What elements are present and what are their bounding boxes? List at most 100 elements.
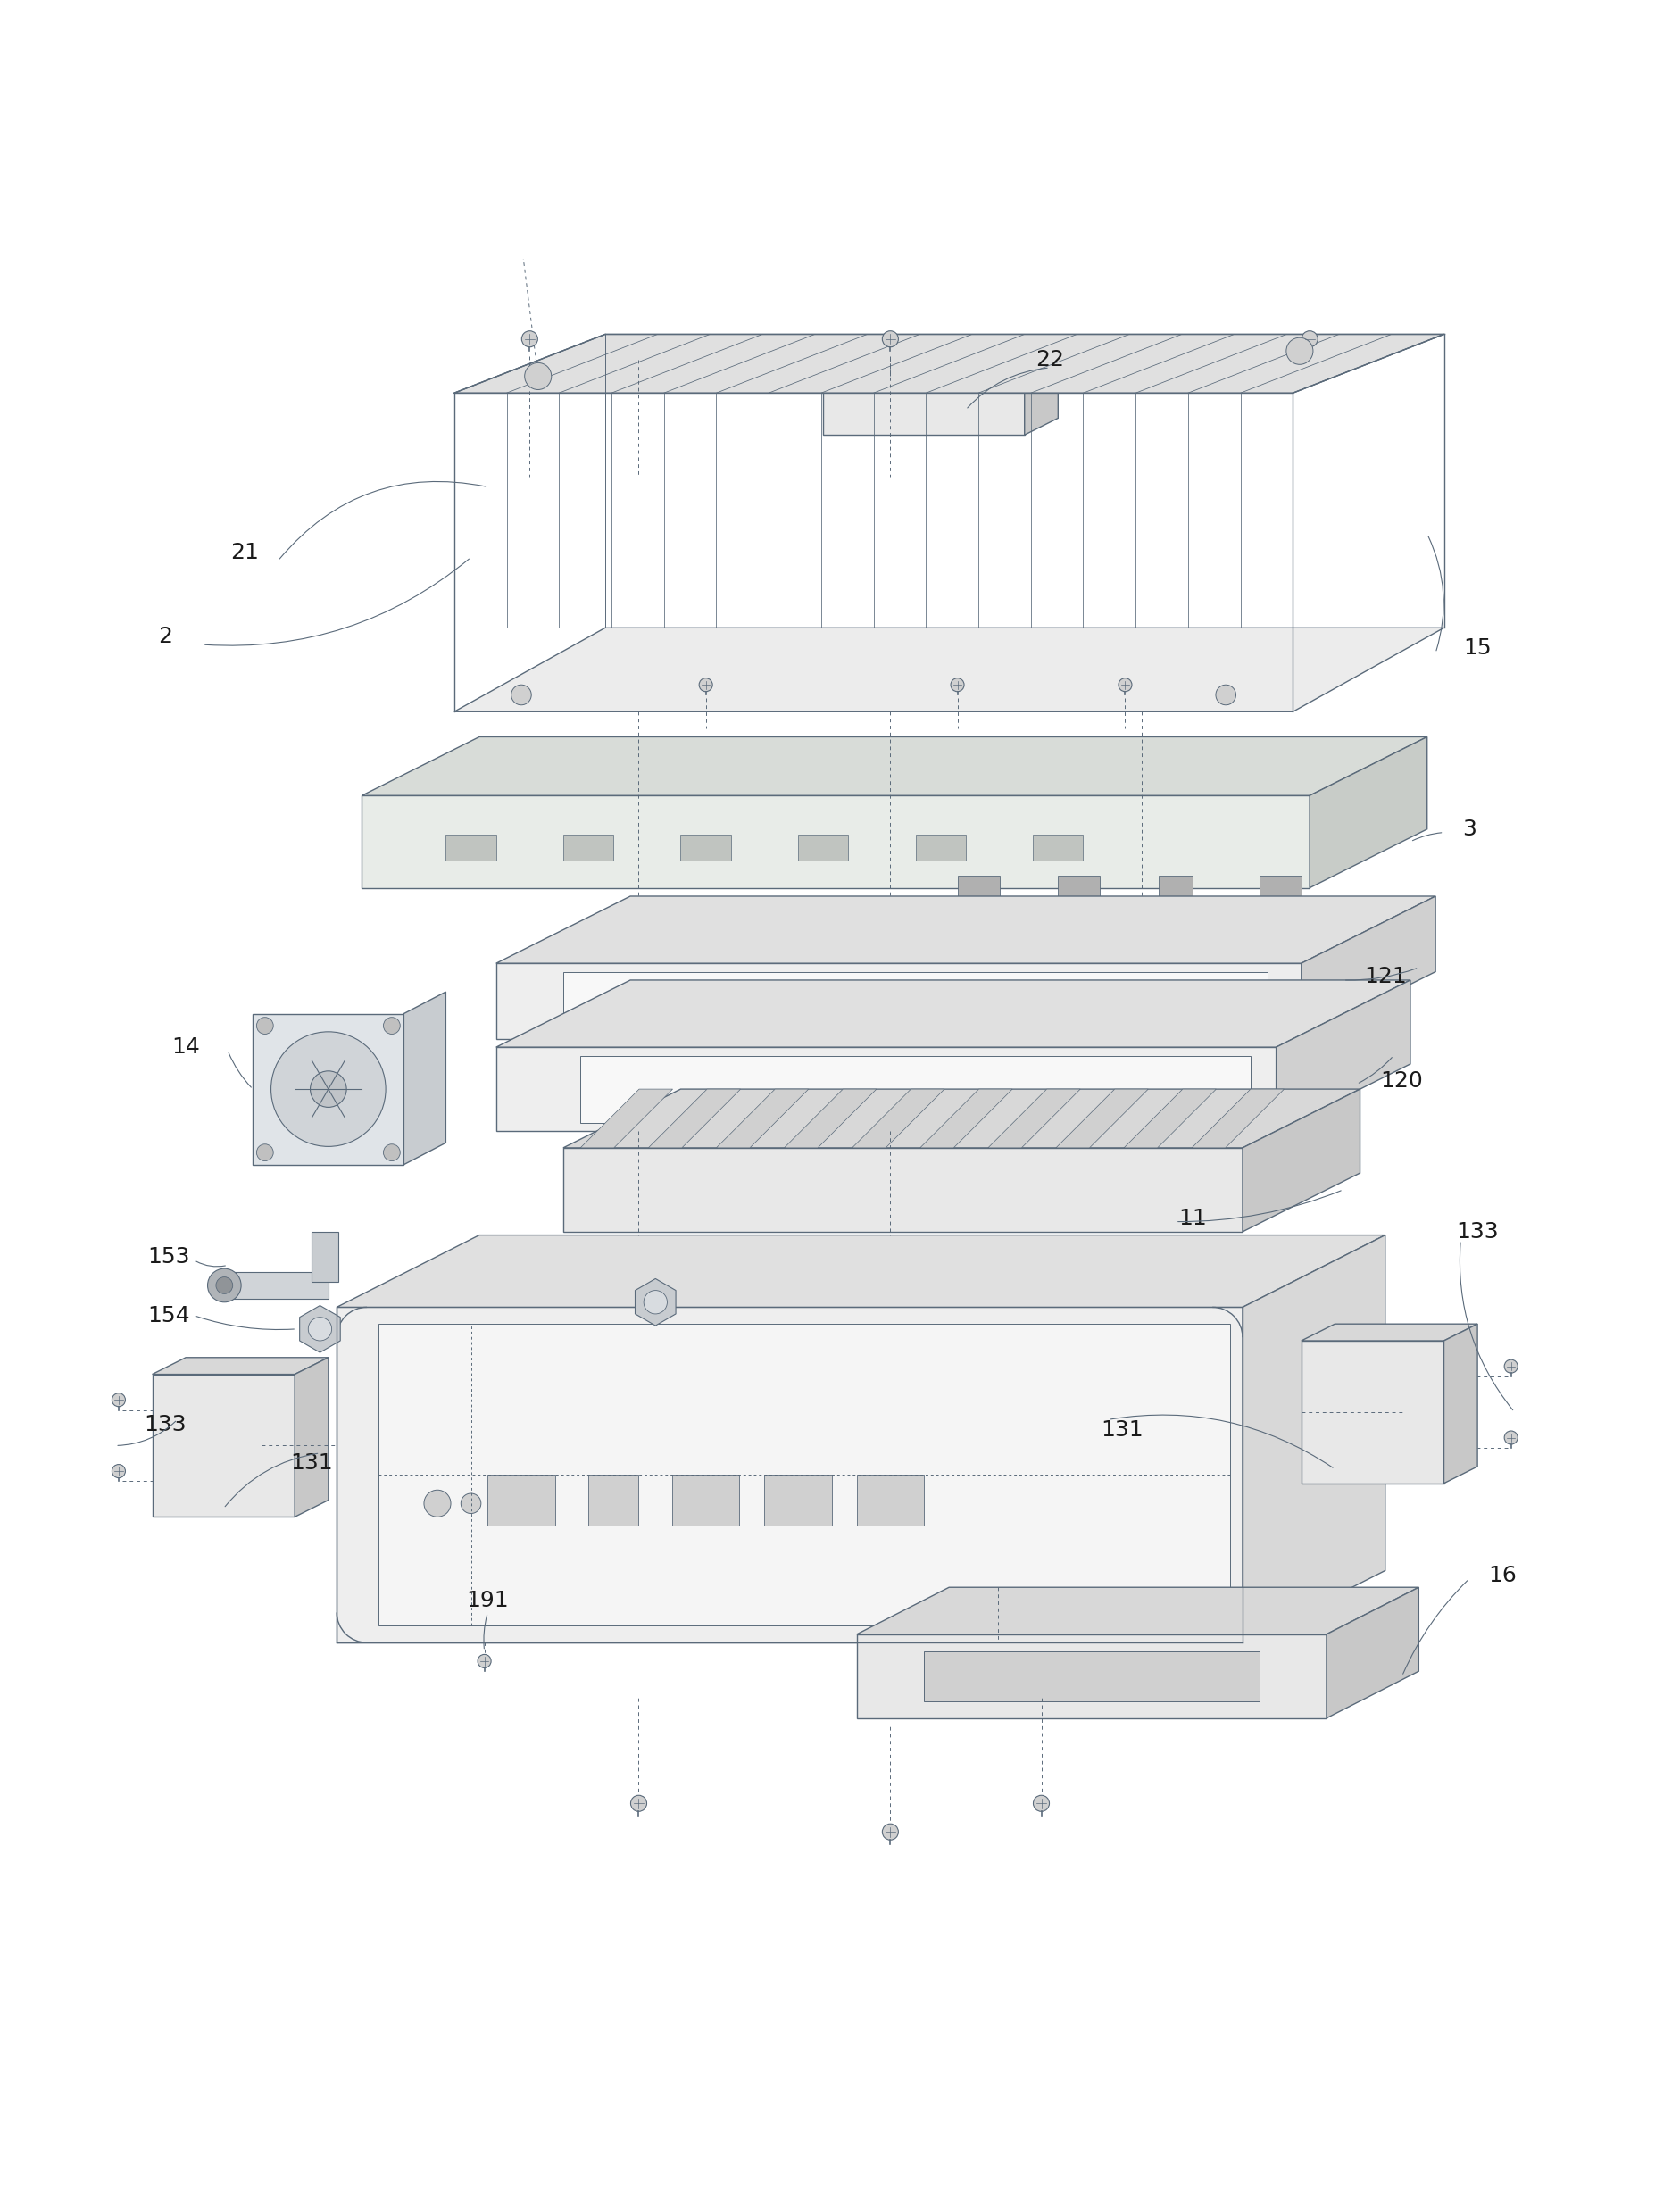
Circle shape: [951, 678, 964, 691]
Circle shape: [257, 1144, 274, 1161]
Circle shape: [1287, 338, 1314, 364]
Text: 131: 131: [291, 1453, 333, 1473]
Polygon shape: [988, 1089, 1080, 1148]
Bar: [311, 1231, 338, 1282]
Polygon shape: [496, 896, 1435, 964]
Circle shape: [1216, 685, 1236, 705]
Polygon shape: [1302, 896, 1435, 1038]
Polygon shape: [403, 992, 445, 1166]
Polygon shape: [857, 1635, 1327, 1719]
Polygon shape: [563, 1148, 1243, 1231]
Bar: [588, 1475, 638, 1526]
Circle shape: [1504, 1359, 1517, 1374]
Polygon shape: [361, 738, 1426, 795]
Polygon shape: [336, 1308, 1243, 1642]
Bar: [220, 1271, 328, 1299]
Polygon shape: [1159, 876, 1193, 902]
Polygon shape: [1057, 1089, 1147, 1148]
Bar: [445, 834, 496, 860]
Polygon shape: [496, 964, 1302, 1038]
Circle shape: [208, 1269, 242, 1302]
Polygon shape: [580, 1089, 672, 1148]
Circle shape: [270, 1032, 386, 1146]
Polygon shape: [294, 1357, 328, 1517]
Circle shape: [1302, 331, 1317, 347]
Text: 3: 3: [1462, 819, 1477, 841]
Circle shape: [477, 1655, 491, 1668]
Text: 153: 153: [148, 1247, 190, 1267]
Circle shape: [1033, 1796, 1050, 1811]
Circle shape: [882, 331, 899, 347]
Circle shape: [383, 1016, 400, 1034]
Polygon shape: [153, 1357, 328, 1374]
Polygon shape: [153, 1374, 294, 1517]
Text: 15: 15: [1463, 637, 1492, 658]
Text: 14: 14: [171, 1036, 200, 1058]
Polygon shape: [580, 1056, 1252, 1122]
Text: 191: 191: [467, 1589, 509, 1611]
Polygon shape: [1025, 351, 1058, 435]
Polygon shape: [1243, 1236, 1386, 1642]
Polygon shape: [823, 351, 1058, 369]
Bar: [1033, 834, 1084, 860]
Polygon shape: [1058, 876, 1100, 902]
Circle shape: [630, 1796, 647, 1811]
Circle shape: [423, 1490, 450, 1517]
Polygon shape: [648, 1089, 741, 1148]
Bar: [857, 1475, 924, 1526]
Text: 2: 2: [158, 626, 173, 648]
Circle shape: [460, 1493, 480, 1515]
Circle shape: [311, 1071, 346, 1106]
Circle shape: [113, 1394, 126, 1407]
Polygon shape: [1277, 981, 1410, 1130]
Polygon shape: [454, 628, 1443, 711]
Bar: [487, 1475, 554, 1526]
Circle shape: [511, 685, 531, 705]
Polygon shape: [958, 876, 1000, 902]
Polygon shape: [716, 1089, 808, 1148]
Text: 120: 120: [1381, 1069, 1423, 1091]
Polygon shape: [1243, 1089, 1361, 1231]
Polygon shape: [924, 1651, 1260, 1701]
Polygon shape: [378, 1324, 1230, 1626]
Polygon shape: [1191, 1089, 1284, 1148]
Text: 22: 22: [1035, 349, 1063, 371]
Polygon shape: [1302, 1324, 1477, 1341]
Polygon shape: [823, 369, 1025, 435]
Circle shape: [217, 1277, 234, 1293]
Text: 154: 154: [148, 1304, 190, 1326]
Polygon shape: [563, 1089, 1361, 1148]
Polygon shape: [299, 1306, 341, 1352]
Polygon shape: [496, 981, 1410, 1047]
Polygon shape: [1124, 1089, 1216, 1148]
Polygon shape: [563, 972, 1268, 1029]
Bar: [680, 834, 731, 860]
Circle shape: [699, 678, 712, 691]
Circle shape: [1119, 678, 1132, 691]
Polygon shape: [1302, 1341, 1443, 1484]
Polygon shape: [496, 1047, 1277, 1130]
Circle shape: [643, 1291, 667, 1315]
Polygon shape: [1327, 1587, 1418, 1719]
Circle shape: [882, 1824, 899, 1839]
Polygon shape: [454, 334, 1443, 393]
Polygon shape: [1260, 876, 1302, 902]
Polygon shape: [785, 1089, 877, 1148]
Polygon shape: [336, 1236, 1386, 1308]
Text: 11: 11: [1178, 1207, 1206, 1229]
Polygon shape: [361, 795, 1310, 887]
Circle shape: [113, 1464, 126, 1477]
Text: 121: 121: [1364, 966, 1406, 988]
Bar: [563, 834, 613, 860]
Circle shape: [524, 362, 551, 389]
Circle shape: [257, 1016, 274, 1034]
Circle shape: [521, 331, 538, 347]
Circle shape: [383, 1144, 400, 1161]
Circle shape: [307, 1317, 331, 1341]
Circle shape: [1504, 1431, 1517, 1444]
Text: 133: 133: [144, 1414, 186, 1436]
Polygon shape: [635, 1280, 675, 1326]
Polygon shape: [921, 1089, 1013, 1148]
Polygon shape: [852, 1089, 944, 1148]
Text: 21: 21: [230, 542, 259, 564]
